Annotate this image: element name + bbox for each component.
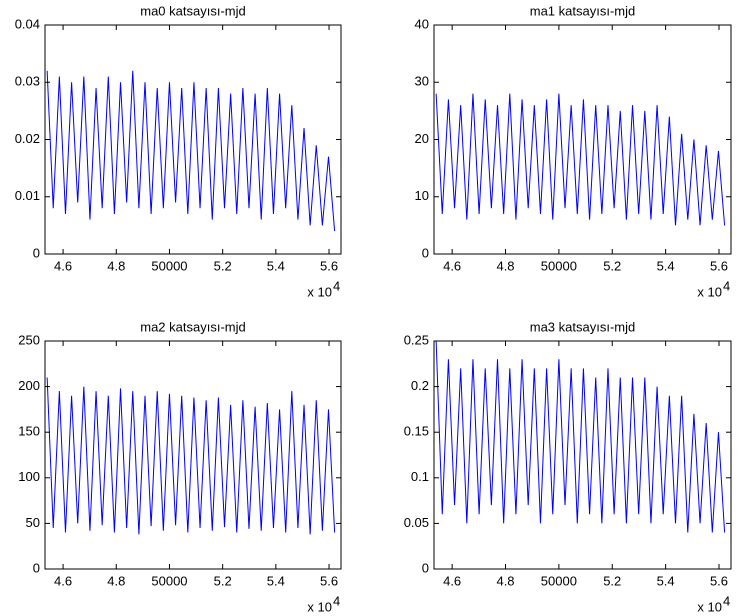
- y-tick-label: 150: [18, 424, 40, 439]
- y-tick-label: 30: [415, 74, 429, 89]
- x-tick-label: 50000: [151, 258, 187, 273]
- x-tick-label: 5.4: [267, 258, 285, 273]
- y-tick-label: 20: [415, 131, 429, 146]
- axes-box: [44, 340, 342, 570]
- y-tick-label: 0.05: [404, 515, 429, 530]
- y-tick-label: 0: [33, 245, 40, 260]
- y-tick-label: 0: [422, 560, 429, 575]
- x-tick-label: 4.8: [107, 258, 125, 273]
- plot-group: [46, 377, 336, 535]
- x-tick-label: 4.8: [496, 573, 514, 588]
- axes-box: [44, 24, 342, 255]
- plot-area: [434, 341, 731, 569]
- plot-area: [45, 25, 341, 254]
- x-tick-label: 4.8: [107, 573, 125, 588]
- chart-title: ma2 katsayısı-mjd: [140, 319, 245, 334]
- chart-title: ma1 katsayısı-mjd: [530, 3, 635, 18]
- x-scale-label: x 10: [697, 599, 722, 614]
- chart-title: ma3 katsayısı-mjd: [530, 319, 635, 334]
- axes-box: [433, 340, 732, 570]
- signal-line: [435, 341, 726, 533]
- x-tick-label: 4.6: [54, 258, 72, 273]
- x-tick-label: 5.4: [657, 258, 675, 273]
- x-tick-label: 4.8: [496, 258, 514, 273]
- x-tick-label: 5.6: [710, 258, 728, 273]
- x-tick-label: 5.4: [267, 573, 285, 588]
- x-tick-label: 50000: [151, 573, 187, 588]
- y-tick-label: 0.01: [15, 188, 40, 203]
- plot-group: [435, 341, 726, 533]
- signal-line: [46, 377, 336, 535]
- y-tick-label: 0.2: [411, 378, 429, 393]
- x-scale-label: x 10: [307, 599, 332, 614]
- x-tick-label: 50000: [541, 573, 577, 588]
- signal-line: [435, 93, 726, 226]
- x-tick-label: 4.6: [54, 573, 72, 588]
- y-tick-label: 0.15: [404, 424, 429, 439]
- x-tick-label: 5.6: [320, 258, 338, 273]
- y-tick-label: 50: [26, 515, 40, 530]
- x-tick-label: 5.2: [214, 258, 232, 273]
- y-tick-label: 200: [18, 378, 40, 393]
- y-tick-label: 0: [422, 245, 429, 260]
- plot-group: [46, 70, 336, 232]
- x-tick-label: 4.6: [443, 573, 461, 588]
- x-tick-label: 5.2: [214, 573, 232, 588]
- axes-box: [433, 24, 732, 255]
- plot-area: [45, 341, 341, 569]
- x-tick-label: 5.4: [657, 573, 675, 588]
- plot-area: [434, 25, 731, 254]
- y-tick-label: 0.03: [15, 74, 40, 89]
- y-tick-label: 0.04: [15, 16, 40, 31]
- x-tick-label: 50000: [541, 258, 577, 273]
- y-tick-label: 10: [415, 188, 429, 203]
- y-tick-label: 250: [18, 332, 40, 347]
- x-scale-exponent: 4: [723, 278, 730, 293]
- x-scale-label: x 10: [697, 284, 722, 299]
- y-tick-label: 0: [33, 560, 40, 575]
- x-scale-exponent: 4: [333, 278, 340, 293]
- x-scale-exponent: 4: [333, 593, 340, 608]
- x-tick-label: 5.2: [603, 573, 621, 588]
- x-tick-label: 5.6: [320, 573, 338, 588]
- chart-title: ma0 katsayısı-mjd: [140, 3, 245, 18]
- x-scale-exponent: 4: [723, 593, 730, 608]
- y-tick-label: 100: [18, 469, 40, 484]
- y-tick-label: 0.02: [15, 131, 40, 146]
- x-tick-label: 5.2: [603, 258, 621, 273]
- y-tick-label: 0.25: [404, 332, 429, 347]
- plot-group: [435, 93, 726, 226]
- x-tick-label: 4.6: [443, 258, 461, 273]
- y-tick-label: 0.1: [411, 469, 429, 484]
- signal-line: [46, 70, 336, 232]
- x-scale-label: x 10: [307, 284, 332, 299]
- x-tick-label: 5.6: [710, 573, 728, 588]
- y-tick-label: 40: [415, 16, 429, 31]
